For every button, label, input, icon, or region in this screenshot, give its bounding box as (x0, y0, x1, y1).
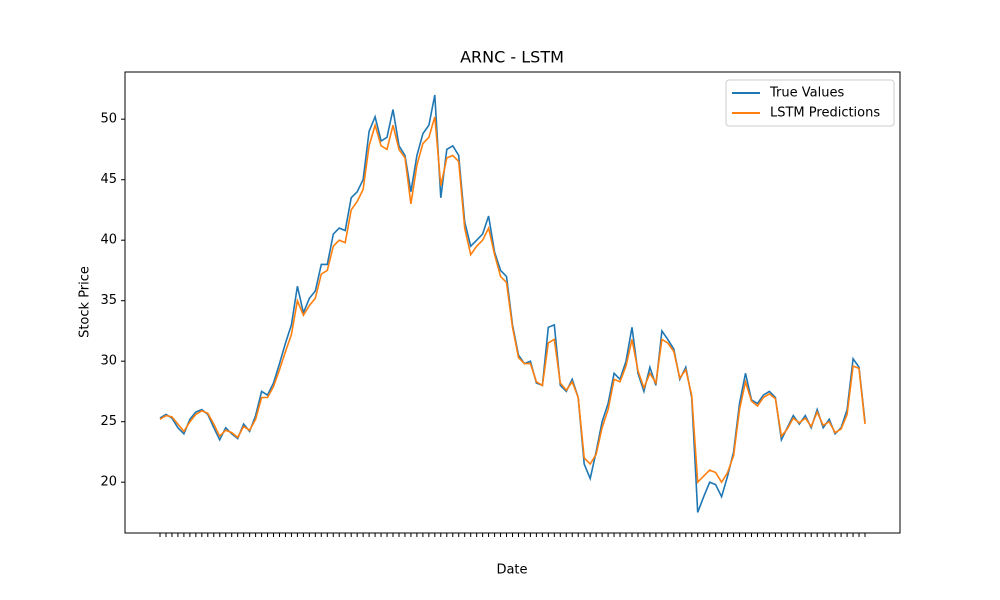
chart-title: ARNC - LSTM (460, 48, 564, 67)
legend-label: LSTM Predictions (770, 106, 880, 121)
y-tick-label: 30 (100, 354, 117, 369)
legend-label: True Values (769, 86, 844, 101)
series-line (159, 116, 866, 485)
y-tick-label: 25 (100, 414, 117, 429)
y-tick-label: 35 (100, 293, 117, 308)
y-axis-label: Stock Price (78, 266, 93, 338)
y-tick-label: 20 (100, 475, 117, 490)
y-tick-label: 50 (100, 112, 117, 127)
legend-box (725, 79, 895, 127)
y-tick-label: 45 (100, 172, 117, 187)
x-axis-label: Date (496, 563, 527, 578)
y-tick-label: 40 (100, 233, 117, 248)
